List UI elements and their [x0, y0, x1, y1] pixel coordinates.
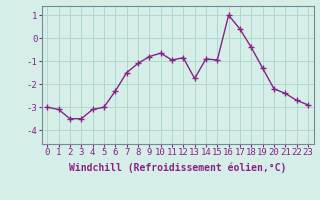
X-axis label: Windchill (Refroidissement éolien,°C): Windchill (Refroidissement éolien,°C)	[69, 163, 286, 173]
